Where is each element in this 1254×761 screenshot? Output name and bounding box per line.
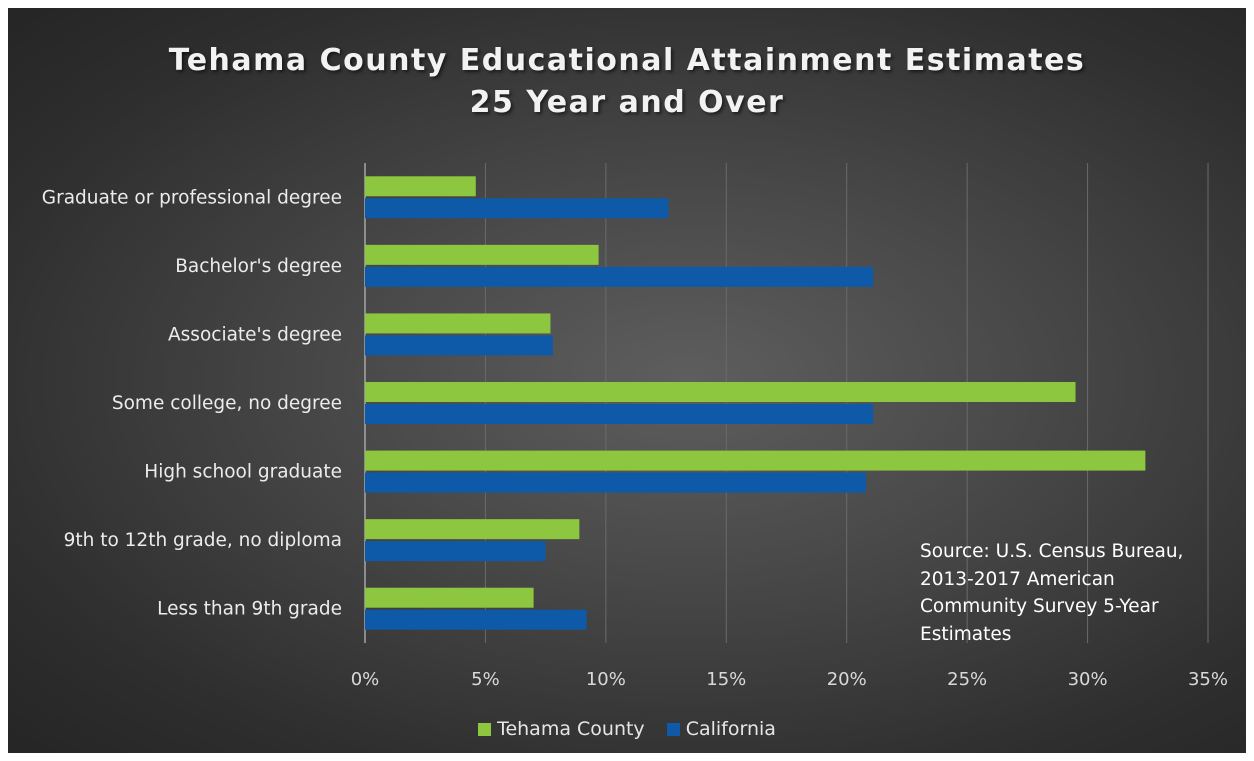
source-annotation-line: Estimates	[920, 623, 1012, 645]
bar-tehama-county	[365, 382, 1076, 402]
category-label: Graduate or professional degree	[42, 187, 342, 208]
chart-title-line-1: Tehama County Educational Attainment Est…	[168, 43, 1086, 78]
category-label: Bachelor's degree	[175, 256, 342, 277]
legend-item-tehama-county: Tehama County	[478, 718, 645, 740]
bar-chart-plot: 0% 5% 10% 15% 20% 25% 30% 35% Graduate or profes…	[42, 163, 1228, 690]
x-tick-label: 35%	[1188, 669, 1228, 690]
x-tick-label: 10%	[586, 669, 626, 690]
category-label: 9th to 12th grade, no diploma	[64, 530, 342, 551]
chart-frame: Tehama County Educational Attainment Est…	[8, 8, 1246, 753]
x-tick-label: 15%	[706, 669, 746, 690]
legend-item-california: California	[666, 718, 776, 740]
bar-california	[365, 609, 587, 630]
chart-legend: Tehama County California	[8, 718, 1246, 740]
x-tick-label: 25%	[947, 669, 987, 690]
bar-california	[365, 335, 553, 356]
legend-label-tehama-county: Tehama County	[497, 718, 645, 740]
bar-california	[365, 266, 874, 287]
category-label: Less than 9th grade	[157, 599, 342, 620]
legend-label-california: California	[685, 718, 776, 740]
chart-title-line-2: 25 Year and Over	[469, 85, 785, 120]
bar-tehama-county	[365, 587, 534, 608]
bar-california	[365, 541, 546, 562]
category-label: Some college, no degree	[112, 393, 342, 414]
bar-tehama-county	[365, 450, 1146, 471]
source-annotation-line: Community Survey 5-Year	[920, 596, 1159, 617]
x-tick-label: 30%	[1068, 669, 1108, 690]
bar-california	[365, 472, 866, 493]
x-tick-label: 20%	[827, 669, 867, 690]
category-label: High school graduate	[144, 462, 342, 483]
bar-tehama-county	[365, 313, 551, 334]
category-label: Associate's degree	[168, 324, 342, 345]
bar-tehama-county	[365, 244, 599, 265]
bar-tehama-county	[365, 176, 476, 197]
legend-swatch-tehama-county	[478, 722, 492, 736]
x-tick-label: 5%	[471, 669, 500, 690]
chart-title: Tehama County Educational Attainment Est…	[8, 40, 1246, 124]
bar-california	[365, 404, 874, 424]
source-annotation: Source: U.S. Census Bureau, 2013-2017 Am…	[920, 538, 1220, 648]
bar-california	[365, 198, 669, 219]
x-tick-label: 0%	[351, 669, 380, 690]
source-annotation-line: 2013-2017 American	[920, 568, 1115, 590]
source-annotation-line: Source: U.S. Census Bureau,	[920, 541, 1184, 562]
legend-swatch-california	[666, 722, 680, 736]
bar-tehama-county	[365, 519, 580, 540]
